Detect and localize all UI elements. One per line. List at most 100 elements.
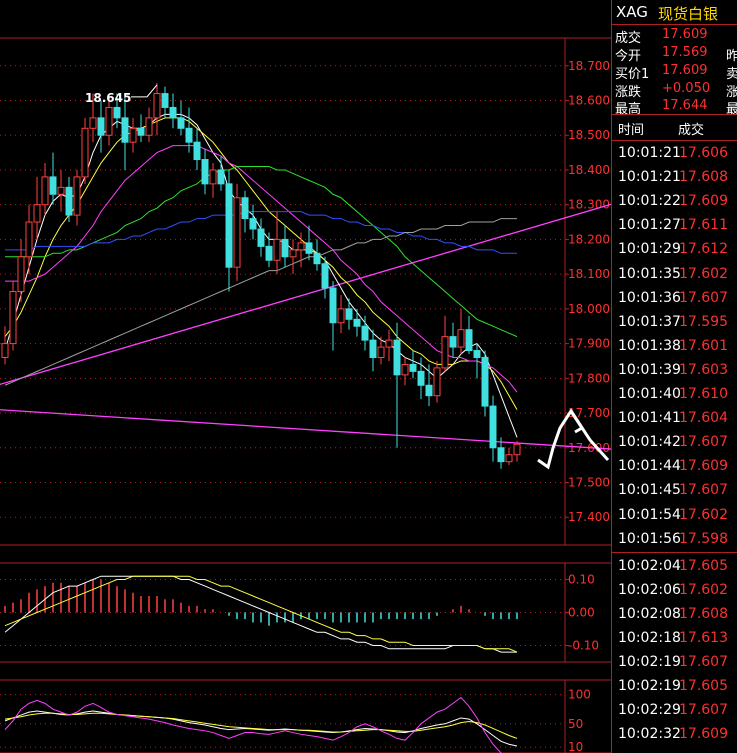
candle-body [233, 197, 241, 268]
tick-row: 10:02:04 17.605 [612, 555, 737, 579]
quote-label: 买价1 [615, 67, 650, 82]
tick-row: 10:01:37 17.595 [612, 311, 737, 335]
tick-row: 10:02:19 17.605 [612, 675, 737, 699]
quote-label: 涨跌 [615, 85, 642, 100]
tick-price: 17.607 [679, 434, 728, 451]
tick-time: 10:01:56 [618, 530, 681, 547]
candle-body [313, 252, 321, 265]
candle-body [241, 197, 249, 220]
y-tick-label: 10 [568, 740, 583, 753]
quote-label-right: 昨 [726, 49, 737, 64]
tick-price: 17.602 [679, 265, 728, 282]
quote-label: 今开 [615, 49, 642, 64]
candle-body [257, 228, 265, 247]
candle-body [145, 117, 153, 136]
kdj-d-line [4, 712, 518, 739]
tick-price: 17.608 [679, 169, 728, 186]
quote-row-high: 最高 17.644 最 [612, 97, 737, 117]
candle-body [441, 336, 449, 369]
y-tick-label: 17.500 [568, 475, 610, 489]
candle-body [329, 287, 337, 324]
tick-time: 10:01:41 [618, 410, 681, 427]
y-tick-label: 50 [568, 717, 583, 731]
candle-body [273, 238, 281, 261]
tick-row: 10:01:29 17.612 [612, 238, 737, 262]
quote-label: 成交 [615, 31, 642, 46]
tick-row: 10:01:38 17.601 [612, 335, 737, 359]
tick-time: 10:02:29 [618, 702, 681, 719]
tick-time: 10:01:21 [618, 169, 681, 186]
candle-body [33, 204, 41, 223]
candle-body [81, 127, 89, 178]
tick-time: 10:02:06 [618, 581, 681, 598]
y-tick-label: 17.900 [568, 337, 610, 351]
tick-time: 10:02:08 [618, 605, 681, 622]
tick-row: 10:01:22 17.609 [612, 190, 737, 214]
tick-time: 10:01:36 [618, 289, 681, 306]
candle-body [1, 343, 9, 358]
tick-price: 17.608 [679, 605, 728, 622]
tick-price: 17.607 [679, 482, 728, 499]
candle-body [129, 127, 137, 143]
tick-price: 17.607 [679, 289, 728, 306]
tick-price: 17.612 [679, 241, 728, 258]
candle-body [361, 325, 369, 341]
candle-body [193, 141, 201, 161]
tick-row: 10:01:40 17.610 [612, 383, 737, 407]
tick-row: 10:01:56 17.598 [612, 528, 737, 552]
kdj-j-line [4, 696, 503, 753]
moving-average-line [5, 145, 518, 393]
candle-body [449, 336, 457, 348]
candle-body [49, 176, 57, 195]
tick-price: 17.609 [679, 458, 728, 475]
tick-time: 10:01:37 [618, 313, 681, 330]
y-tick-label: 17.700 [568, 406, 610, 420]
tick-row: 10:02:06 17.602 [612, 579, 737, 603]
y-tick-label: 18.600 [568, 94, 610, 108]
candle-body [177, 117, 185, 129]
moving-average-line [4, 218, 517, 386]
y-tick-label: 17.800 [568, 371, 610, 385]
tick-row: 10:01:21 17.608 [612, 166, 737, 190]
candle-body [201, 159, 209, 185]
candle-body [113, 106, 121, 119]
trendline [0, 203, 611, 386]
tick-row: 10:02:19 17.607 [612, 651, 737, 675]
tick-time: 10:01:22 [618, 193, 681, 210]
tick-time: 10:02:18 [618, 630, 681, 646]
trendline [0, 409, 611, 450]
tick-price: 17.605 [679, 557, 728, 574]
candle-body [481, 356, 489, 407]
tick-price: 17.609 [679, 726, 728, 743]
candle-body [513, 443, 521, 456]
macd-dif-line [4, 575, 517, 653]
candle-body [65, 186, 73, 216]
moving-average-line [5, 211, 517, 254]
y-tick-label: -0.10 [568, 639, 599, 653]
candle-body [321, 263, 329, 289]
candle-body [497, 447, 505, 463]
tick-row: 10:01:44 17.609 [612, 455, 737, 479]
kdj-k-line [4, 710, 518, 747]
tick-price: 17.610 [679, 386, 728, 402]
symbol-code: XAG [616, 3, 648, 21]
candle-body [217, 169, 225, 185]
candle-body [137, 127, 145, 136]
tick-row: 10:02:08 17.608 [612, 603, 737, 627]
tick-row: 10:01:35 17.602 [612, 263, 737, 287]
tick-time: 10:01:39 [618, 361, 681, 378]
candle-body [337, 308, 345, 324]
moving-average-line [4, 117, 518, 410]
tick-price: 17.601 [679, 337, 728, 354]
quote-value: +0.050 [662, 81, 711, 96]
candle-body [489, 405, 497, 449]
tick-price: 17.606 [679, 145, 728, 161]
price-chart[interactable]: 18.700 18.600 18.500 18.400 18.300 18.200 18.1… [0, 0, 611, 753]
quote-label: 最高 [615, 102, 642, 117]
quote-row-last: 成交 17.609 [612, 26, 737, 46]
candle-body [17, 256, 25, 293]
candle-body [73, 176, 81, 216]
quote-label-right: 卖 [726, 67, 737, 82]
y-tick-label: 100 [568, 688, 591, 702]
tick-row: 10:01:42 17.607 [612, 431, 737, 455]
